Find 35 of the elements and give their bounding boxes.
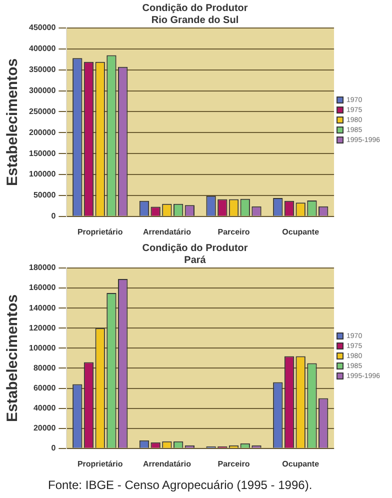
y-tick-label: 60000 — [33, 383, 56, 392]
x-tick-label: Proprietário — [77, 459, 123, 468]
y-tick-label: 150000 — [28, 148, 56, 158]
chart-title: Condição do Produtor — [142, 242, 248, 254]
y-tick-label: 100000 — [28, 343, 56, 352]
y-tick-label: 200000 — [28, 128, 56, 137]
source-note: Fonte: IBGE - Censo Agropecuário (1995 - 1996). — [48, 478, 314, 492]
y-tick-label: 450000 — [28, 23, 56, 32]
y-tick-label: 120000 — [28, 323, 56, 332]
y-tick-label: 250000 — [28, 106, 56, 116]
y-tick-label: 160000 — [28, 283, 56, 292]
chart-subtitle: Pará — [184, 254, 206, 266]
x-tick-label: Arrendatário — [142, 227, 192, 236]
x-tick-label: Parceiro — [218, 459, 250, 468]
y-tick-label: 0 — [51, 444, 56, 453]
y-tick-label: 100000 — [28, 170, 56, 179]
y-tick-label: 400000 — [28, 44, 56, 54]
y-tick-label: 300000 — [28, 86, 56, 96]
chart-title: Condição do Produtor — [142, 2, 248, 14]
y-tick-label: 180000 — [28, 263, 56, 272]
y-tick-label: 0 — [51, 212, 56, 221]
y-axis-title: Estabelecimentos — [4, 294, 22, 422]
x-tick-label: Ocupante — [282, 459, 320, 468]
x-tick-label: Proprietário — [77, 227, 123, 236]
x-tick-label: Arrendatário — [142, 459, 192, 468]
y-tick-label: 40000 — [33, 404, 56, 413]
x-tick-label: Ocupante — [282, 227, 320, 236]
y-tick-label: 140000 — [28, 303, 56, 312]
y-axis-title: Estabelecimentos — [4, 58, 22, 186]
y-tick-label: 20000 — [33, 424, 56, 433]
y-tick-label: 50000 — [33, 190, 56, 200]
chart-subtitle: Rio Grande do Sul — [151, 14, 239, 26]
x-tick-label: Parceiro — [218, 227, 250, 236]
y-tick-label: 350000 — [28, 65, 56, 74]
y-tick-label: 80000 — [33, 363, 56, 372]
